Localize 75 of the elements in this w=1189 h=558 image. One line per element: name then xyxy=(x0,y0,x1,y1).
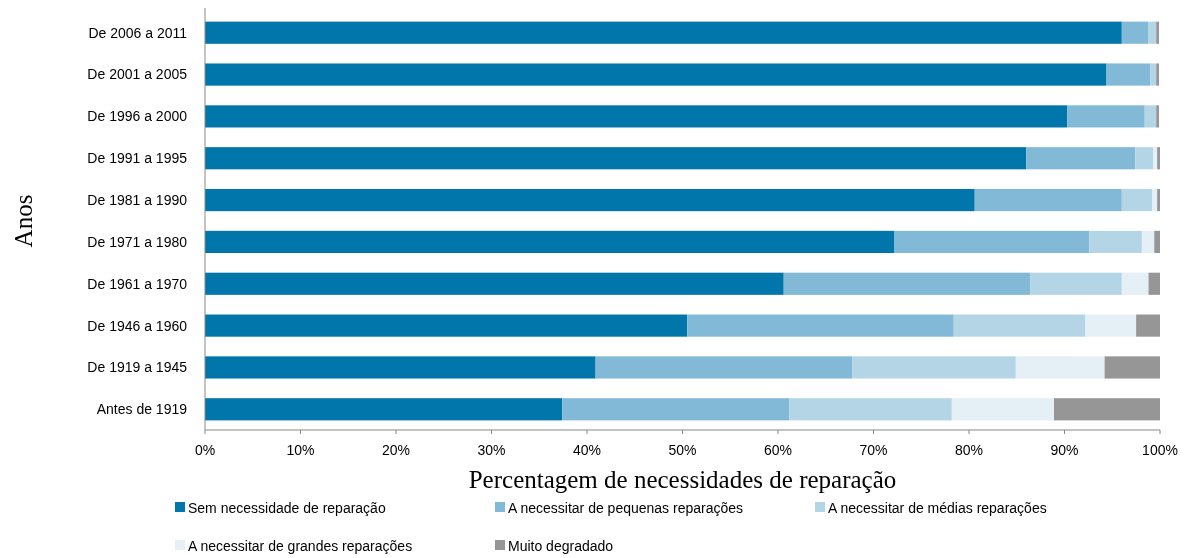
y-axis-title: Anos xyxy=(10,194,37,248)
x-axis-title: Percentagem de necessidades de reparação xyxy=(468,466,897,493)
bar xyxy=(974,188,1122,212)
bar xyxy=(205,188,975,212)
y-tick-label: De 2001 a 2005 xyxy=(87,66,188,83)
bar xyxy=(894,230,1090,254)
bar xyxy=(1136,314,1160,337)
bar xyxy=(205,105,1068,128)
x-tick-label: 30% xyxy=(477,442,506,458)
bar xyxy=(1104,356,1160,379)
legend-label: A necessitar de médias reparações xyxy=(828,499,1047,516)
bar xyxy=(205,230,895,254)
bar xyxy=(1157,188,1161,212)
bar xyxy=(783,272,1031,295)
bar xyxy=(687,314,954,337)
bar xyxy=(1015,356,1105,379)
bar xyxy=(205,398,563,421)
bar xyxy=(205,314,688,337)
bar xyxy=(1152,188,1158,212)
x-tick-label: 80% xyxy=(954,442,984,458)
bar xyxy=(1156,105,1160,128)
y-tick-label: De 1981 a 1990 xyxy=(87,191,188,208)
x-tick-label: 70% xyxy=(859,442,888,458)
bar xyxy=(1150,63,1157,86)
y-tick-label: De 1991 a 1995 xyxy=(87,150,188,167)
bar xyxy=(205,63,1107,86)
y-tick-label: De 1919 a 1945 xyxy=(87,359,188,376)
bar xyxy=(1053,398,1160,421)
bar xyxy=(1106,63,1151,86)
bar xyxy=(205,21,1122,44)
bar xyxy=(1067,105,1145,128)
bar xyxy=(1153,147,1158,170)
bar xyxy=(1085,314,1137,337)
bar xyxy=(205,272,784,295)
y-tick-label: De 1946 a 1960 xyxy=(87,317,188,334)
x-tick-label: 20% xyxy=(381,442,411,458)
bar xyxy=(205,356,596,379)
legend-label: Muito degradado xyxy=(508,537,614,554)
bar xyxy=(1156,21,1160,44)
bar xyxy=(1148,272,1160,295)
y-tick-label: Antes de 1919 xyxy=(96,401,188,418)
bar xyxy=(562,398,790,421)
bar xyxy=(1156,63,1160,86)
bar xyxy=(852,356,1016,379)
bar xyxy=(951,398,1054,421)
x-tick-label: 0% xyxy=(194,442,216,458)
y-tick-label: De 2006 a 2011 xyxy=(88,24,188,41)
legend-label: A necessitar de grandes reparações xyxy=(188,537,413,554)
bar xyxy=(1089,230,1142,254)
bar xyxy=(1121,272,1149,295)
y-tick-label: De 1971 a 1980 xyxy=(87,233,188,250)
bar xyxy=(789,398,952,421)
legend-label: A necessitar de pequenas reparações xyxy=(508,499,744,516)
y-tick-label: De 1996 a 2000 xyxy=(87,108,188,125)
x-tick-label: 90% xyxy=(1050,442,1079,458)
bar xyxy=(1154,230,1160,254)
x-tick-label: 10% xyxy=(286,442,315,458)
x-tick-label: 50% xyxy=(668,442,697,458)
bar xyxy=(595,356,853,379)
bar xyxy=(1148,21,1157,44)
legend-label: Sem necessidade de reparação xyxy=(188,499,386,516)
bar xyxy=(1144,105,1157,128)
bar xyxy=(1157,147,1161,170)
bar xyxy=(1135,147,1154,170)
bar xyxy=(1141,230,1155,254)
bar xyxy=(1121,21,1149,44)
bar xyxy=(953,314,1086,337)
bar xyxy=(205,147,1027,170)
y-tick-label: De 1961 a 1970 xyxy=(87,275,188,292)
bar xyxy=(1030,272,1122,295)
x-tick-label: 100% xyxy=(1142,442,1178,458)
x-tick-label: 60% xyxy=(763,442,793,458)
bar xyxy=(1026,147,1136,170)
x-tick-label: 40% xyxy=(572,442,602,458)
bar xyxy=(1121,188,1153,212)
